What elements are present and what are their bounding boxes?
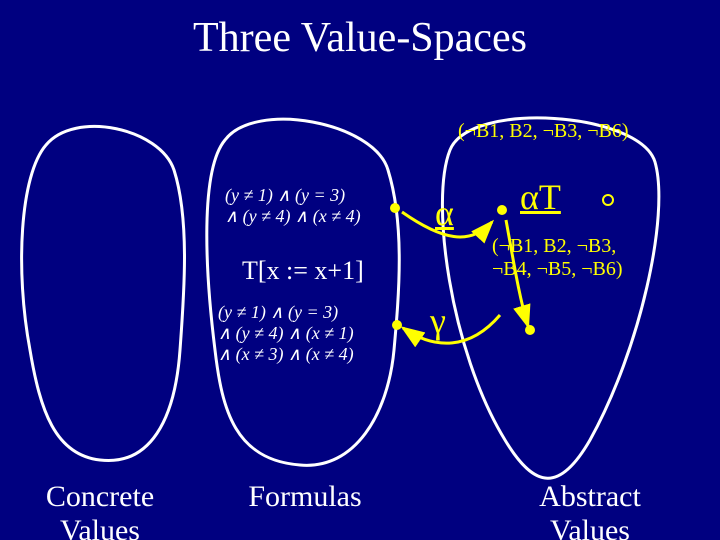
blob-formulas — [207, 119, 399, 465]
blob-abstract — [442, 118, 658, 478]
formula-1-line2: ∧ (y ≠ 4) ∧ (x ≠ 4) — [225, 206, 361, 227]
formula-2-line1: (y ≠ 1) ∧ (y = 3) — [218, 302, 354, 323]
t-operator: T[x := x+1] — [242, 256, 364, 286]
formula-2-line3: ∧ (x ≠ 3) ∧ (x ≠ 4) — [218, 344, 354, 365]
formula-1-line1: (y ≠ 1) ∧ (y = 3) — [225, 185, 361, 206]
blob-concrete — [22, 126, 185, 460]
formula-2: (y ≠ 1) ∧ (y = 3) ∧ (y ≠ 4) ∧ (x ≠ 1) ∧ … — [218, 302, 354, 365]
col-abstract: AbstractValues — [510, 480, 670, 540]
tuple-bottom: (¬B1, B2, ¬B3, ¬B4, ¬B5, ¬B6) — [492, 235, 623, 281]
tuple-bottom-line2: ¬B4, ¬B5, ¬B6) — [492, 258, 623, 281]
col-concrete: ConcreteValues — [20, 480, 180, 540]
formula-1: (y ≠ 1) ∧ (y = 3) ∧ (y ≠ 4) ∧ (x ≠ 4) — [225, 185, 361, 227]
alpha-t-label: αT — [520, 176, 561, 218]
dot — [525, 325, 535, 335]
gamma-arrow — [403, 315, 500, 343]
tuple-bottom-line1: (¬B1, B2, ¬B3, — [492, 235, 623, 258]
tuple-top: (¬B1, B2, ¬B3, ¬B6) — [458, 120, 629, 143]
col-formulas: Formulas — [225, 480, 385, 514]
alpha-label: α — [435, 192, 454, 234]
page-title: Three Value-Spaces — [0, 14, 720, 62]
gamma-label: γ — [430, 300, 446, 342]
formula-2-line2: ∧ (y ≠ 4) ∧ (x ≠ 1) — [218, 323, 354, 344]
dot — [390, 203, 400, 213]
dot — [392, 320, 402, 330]
dot — [497, 205, 507, 215]
dot-hollow — [603, 195, 613, 205]
